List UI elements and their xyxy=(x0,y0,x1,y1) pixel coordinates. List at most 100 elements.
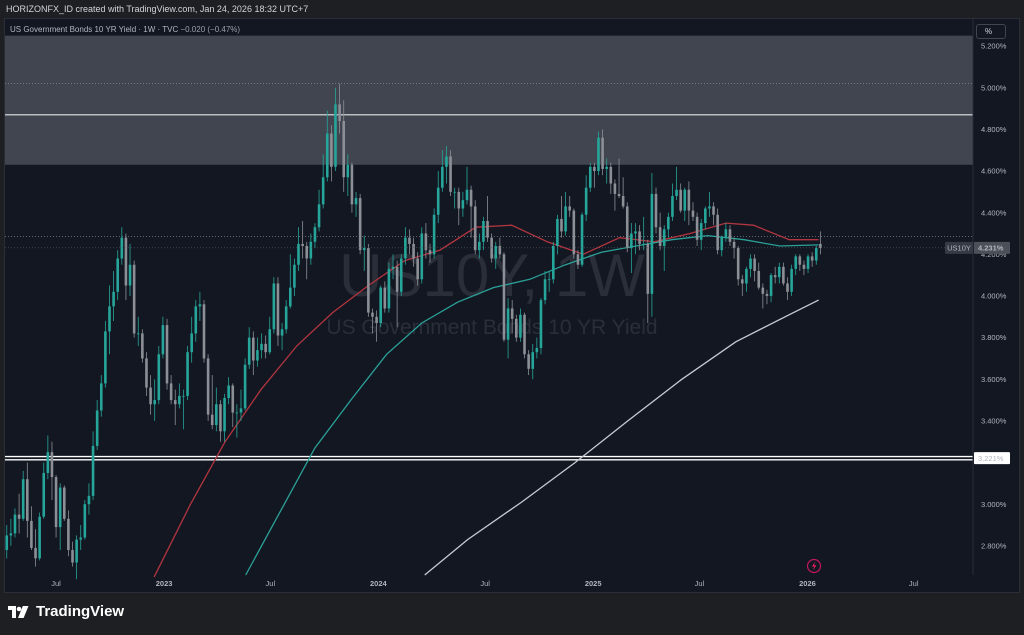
candle xyxy=(560,218,563,232)
candle xyxy=(605,166,608,169)
candle xyxy=(215,404,218,426)
candle xyxy=(383,287,387,309)
candle xyxy=(786,283,789,292)
candle xyxy=(765,293,769,296)
candle xyxy=(165,325,169,384)
candle xyxy=(309,241,313,259)
candle xyxy=(654,193,658,228)
candle xyxy=(650,193,654,294)
candle xyxy=(260,343,263,351)
candle xyxy=(745,268,748,284)
price-tick-label: 2.800% xyxy=(981,541,1007,550)
candle xyxy=(704,208,707,224)
candle xyxy=(169,383,173,401)
candle xyxy=(264,343,267,353)
price-tick-label: 3.800% xyxy=(981,333,1007,342)
candle xyxy=(535,348,539,353)
candle xyxy=(235,412,239,414)
candle xyxy=(773,275,777,278)
candle xyxy=(157,354,161,401)
candle xyxy=(404,237,407,259)
candle xyxy=(819,243,822,248)
candle xyxy=(625,206,629,249)
candle xyxy=(609,166,613,184)
candle xyxy=(568,206,572,211)
time-tick-label: 2023 xyxy=(156,579,173,588)
candle xyxy=(613,183,617,194)
candle xyxy=(206,358,210,415)
candle xyxy=(576,254,580,265)
candle xyxy=(338,104,341,122)
candle xyxy=(104,331,107,384)
time-tick-label: 2024 xyxy=(370,579,388,588)
candle xyxy=(379,287,382,324)
price-tick-label: 4.400% xyxy=(981,208,1007,217)
ma_slow-line xyxy=(424,299,819,576)
candle xyxy=(46,452,50,473)
price-axis[interactable]: 5.200% 5.000% 4.800% 4.600% 4.400% 4.200% 4.00… xyxy=(972,19,1007,575)
candle xyxy=(794,256,798,269)
candle xyxy=(445,156,448,167)
time-axis[interactable]: Jul 2023 Jul 2024 Jul 2025 Jul 2026 Jul xyxy=(51,579,919,588)
candle xyxy=(395,266,399,292)
candle xyxy=(128,264,132,286)
price-tick-label: 4.200% xyxy=(981,250,1007,259)
candle xyxy=(662,229,666,246)
candle xyxy=(416,258,419,280)
candle xyxy=(473,206,477,251)
legend-change: −0.020 (−0.47%) xyxy=(180,25,241,34)
candle xyxy=(54,477,58,528)
candle xyxy=(330,133,333,167)
candle xyxy=(50,452,54,478)
tradingview-logo-text: TradingView xyxy=(36,603,125,620)
candle xyxy=(30,520,33,548)
candle xyxy=(288,287,292,307)
lightning-icon[interactable] xyxy=(806,558,822,574)
candle xyxy=(420,233,424,280)
ma_mid-line xyxy=(245,234,819,576)
support-level-badge: 3.221% xyxy=(978,454,1004,463)
series-legend[interactable]: US Government Bonds 10 YR Yield · 1W · T… xyxy=(10,25,240,34)
candle xyxy=(683,189,687,211)
candle xyxy=(243,364,247,409)
candle xyxy=(387,268,391,309)
candle xyxy=(757,270,761,288)
candle xyxy=(38,516,41,559)
symbol-badge: US10Y xyxy=(947,244,971,253)
candle xyxy=(547,279,551,281)
candle xyxy=(494,245,498,259)
legend-title: US Government Bonds 10 YR Yield · 1W · T… xyxy=(10,25,179,34)
candle xyxy=(798,256,802,265)
candle xyxy=(441,166,444,188)
candle xyxy=(716,214,719,251)
candle xyxy=(399,258,403,292)
candle xyxy=(62,487,66,519)
tradingview-logo[interactable]: TradingView xyxy=(8,603,124,620)
candle xyxy=(642,243,645,245)
ma_fast-line xyxy=(153,222,819,578)
candle xyxy=(814,248,818,261)
candle xyxy=(753,258,756,271)
candle xyxy=(239,408,243,413)
candle xyxy=(728,229,732,242)
top-bar: HORIZONFX_ID created with TradingView.co… xyxy=(0,0,1024,18)
candle xyxy=(469,189,473,207)
candle xyxy=(71,550,74,563)
candle xyxy=(161,325,165,355)
candle xyxy=(247,337,251,365)
candle xyxy=(42,472,46,517)
candle xyxy=(17,514,21,519)
candle xyxy=(198,304,202,307)
moving-averages-layer xyxy=(153,222,819,578)
candle xyxy=(227,385,230,398)
candle xyxy=(802,264,806,269)
candle xyxy=(482,220,485,242)
resistance-zone-layer xyxy=(5,35,973,165)
candle xyxy=(5,535,9,551)
candle xyxy=(436,187,440,215)
candle xyxy=(116,258,120,292)
candle xyxy=(367,248,370,313)
percent-scale-button[interactable]: % xyxy=(976,24,1006,39)
candle xyxy=(588,166,592,188)
